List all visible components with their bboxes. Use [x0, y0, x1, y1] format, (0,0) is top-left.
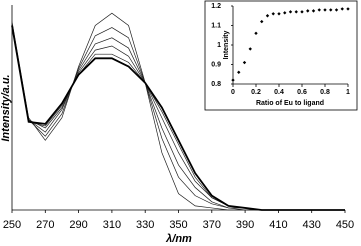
y-tick-label: 0.9	[211, 61, 221, 68]
x-tick-label: 0.8	[320, 89, 330, 96]
x-tick-label: 270	[36, 219, 54, 231]
x-tick-label: 330	[136, 219, 154, 231]
y-tick-label: 0.8	[211, 81, 221, 88]
point	[231, 78, 235, 82]
x-tick-label: 450	[336, 219, 354, 231]
x-tick-label: 390	[236, 219, 254, 231]
inset-frame	[204, 0, 358, 111]
spectrum-line	[11, 25, 345, 211]
y-axis-label: Intensity/a.u.	[0, 74, 12, 141]
x-tick-label: 1	[346, 89, 350, 96]
x-axis-label: λ/nm	[165, 233, 192, 245]
point	[237, 70, 241, 74]
x-tick-label: 350	[169, 219, 187, 231]
x-tick-label: 0.6	[297, 89, 307, 96]
x-tick-label: 0	[231, 89, 235, 96]
x-tick-label: 370	[203, 219, 221, 231]
y-tick-label: 1	[217, 42, 221, 49]
y-tick-label: 1.1	[211, 22, 221, 29]
x-tick-label: 0.4	[274, 89, 284, 96]
point	[248, 47, 252, 51]
point	[277, 12, 281, 16]
x-tick-label: 290	[69, 219, 87, 231]
x-tick-label: 0.2	[251, 89, 261, 96]
y-axis-label: Intensity	[223, 31, 230, 60]
x-tick-label: 410	[269, 219, 287, 231]
x-tick-label: 250	[3, 219, 21, 231]
x-tick-label: 310	[103, 219, 121, 231]
y-tick-label: 1.2	[211, 3, 221, 10]
x-tick-label: 430	[303, 219, 321, 231]
point	[242, 60, 247, 65]
x-axis-label: Ratio of Eu to ligand	[256, 100, 324, 107]
